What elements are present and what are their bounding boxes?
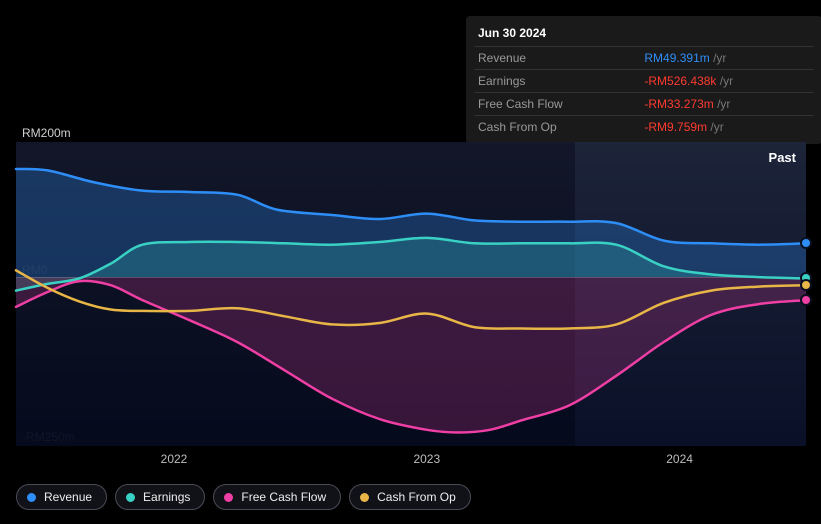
legend-dot-icon [126,493,135,502]
legend-label: Earnings [143,490,190,504]
series-svg [0,0,821,524]
series-end-marker [800,279,812,291]
legend-dot-icon [360,493,369,502]
legend-pill-revenue[interactable]: Revenue [16,484,107,510]
series-end-marker [800,237,812,249]
legend-pill-earnings[interactable]: Earnings [115,484,205,510]
legend-label: Free Cash Flow [241,490,326,504]
series-end-marker [800,294,812,306]
legend: Revenue Earnings Free Cash Flow Cash From O… [16,484,471,510]
legend-dot-icon [224,493,233,502]
legend-pill-cash-from-op[interactable]: Cash From Op [349,484,471,510]
legend-label: Revenue [44,490,92,504]
legend-label: Cash From Op [377,490,456,504]
series-fill-free-cash-flow [16,277,806,432]
legend-dot-icon [27,493,36,502]
chart-root: Jun 30 2024 RevenueRM49.391m /yrEarnings… [0,0,821,524]
legend-pill-free-cash-flow[interactable]: Free Cash Flow [213,484,341,510]
x-axis-tick: 2022 [161,452,188,466]
x-axis-tick: 2024 [666,452,693,466]
x-axis-tick: 2023 [413,452,440,466]
